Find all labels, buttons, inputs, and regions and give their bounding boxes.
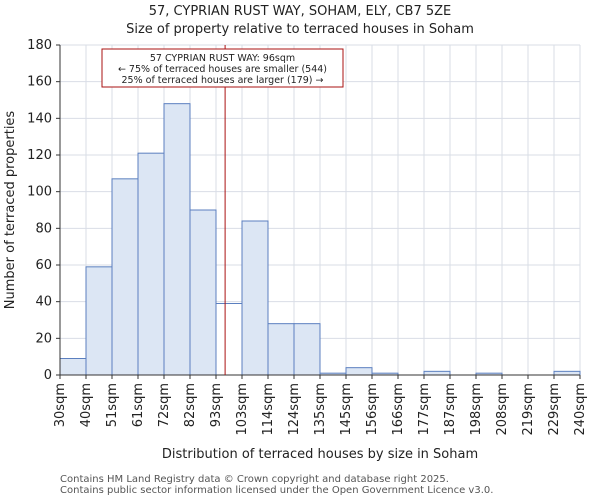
y-tick-label: 20 [35,331,52,346]
histogram-bar [163,103,191,376]
x-tick-label: 30sqm [53,383,68,427]
y-tick-label: 100 [27,185,52,200]
x-tick-label: 40sqm [79,383,94,427]
x-tick-label: 114sqm [261,383,276,436]
histogram-bar [345,367,373,376]
y-tick-label: 60 [35,258,52,273]
annotation-text: 57 CYPRIAN RUST WAY: 96sqm [150,53,295,64]
x-tick-label: 135sqm [313,383,328,436]
histogram-bar [59,358,87,376]
histogram-bar [423,370,451,376]
x-tick-label: 51sqm [105,383,120,427]
x-tick-label: 177sqm [417,383,432,436]
y-tick-label: 180 [27,38,52,53]
y-tick-label: 40 [35,295,52,310]
histogram-bar [267,323,295,376]
x-tick-label: 61sqm [131,383,146,427]
x-tick-label: 103sqm [235,383,250,436]
chart-title: 57, CYPRIAN RUST WAY, SOHAM, ELY, CB7 5Z… [148,4,452,19]
histogram-bar [137,152,165,376]
x-tick-label: 93sqm [209,383,224,427]
annotation-text: 25% of terraced houses are larger (179) … [122,75,324,86]
histogram-bar [85,266,113,376]
annotation-box [101,48,344,88]
x-tick-label: 219sqm [521,383,536,436]
y-tick-label: 140 [27,111,52,126]
x-tick-label: 166sqm [391,383,406,436]
footer-licence: Contains public sector information licen… [60,485,494,496]
histogram-bar [293,323,321,376]
x-tick-label: 156sqm [365,383,380,436]
x-tick-label: 240sqm [573,383,588,436]
histogram-bar [215,303,243,376]
histogram-bar [189,209,217,376]
histogram-chart: 0 20 40 60 80 100 120 140 160 180 30sqm 40sqm 51sqm 6… [3,38,588,462]
y-tick-label: 80 [35,221,52,236]
x-tick-label: 124sqm [287,383,302,436]
x-tick-label: 82sqm [183,383,198,427]
chart-subtitle: Size of property relative to terraced ho… [126,22,474,37]
histogram-bar [111,178,139,376]
y-tick-label: 120 [27,148,52,163]
histogram-bar [241,220,269,376]
x-tick-label: 187sqm [443,383,458,436]
x-tick-label: 145sqm [339,383,354,436]
x-axis-title: Distribution of terraced houses by size … [162,447,478,462]
x-tick-label: 198sqm [469,383,484,436]
footer-copyright: Contains HM Land Registry data © Crown c… [60,474,449,485]
x-tick-label: 208sqm [495,383,510,436]
y-axis-title: Number of terraced properties [3,111,18,310]
histogram-bar [553,370,581,376]
y-tick-label: 0 [44,368,52,383]
x-tick-label: 229sqm [547,383,562,436]
y-tick-label: 160 [27,75,52,90]
x-tick-label: 72sqm [157,383,172,427]
annotation-text: ← 75% of terraced houses are smaller (54… [118,64,327,75]
